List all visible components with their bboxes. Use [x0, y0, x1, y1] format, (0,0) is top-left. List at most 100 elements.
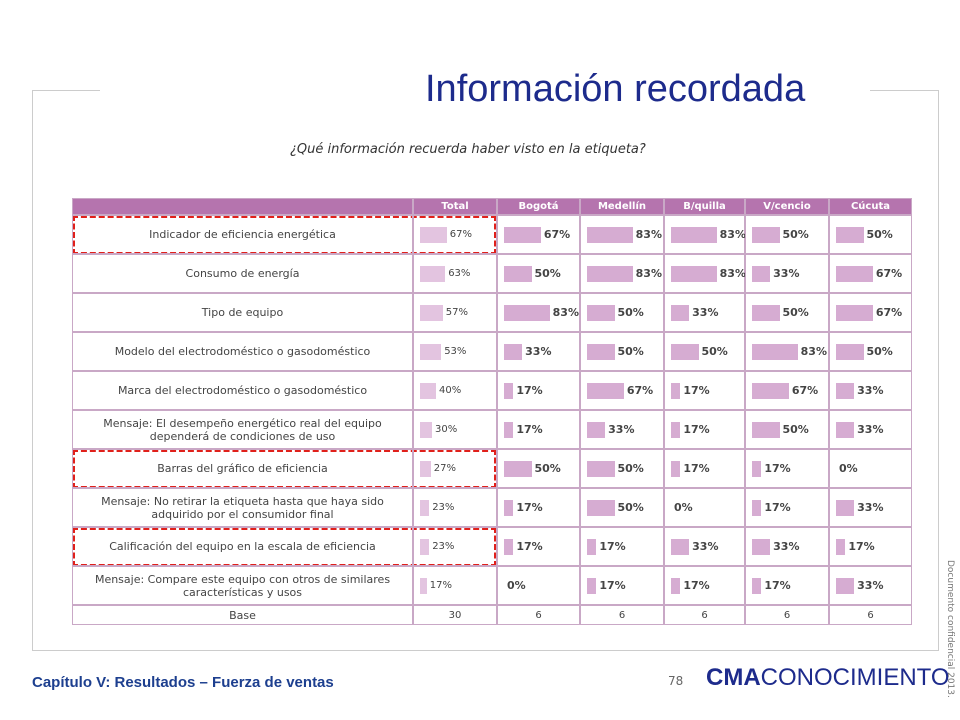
value-label: 67%	[626, 384, 654, 397]
bar	[587, 383, 624, 399]
value-cell	[745, 332, 829, 371]
bar	[671, 305, 690, 321]
value-cell	[829, 254, 912, 293]
bar	[587, 539, 597, 555]
value-cell	[580, 488, 664, 527]
bar	[587, 461, 615, 477]
bar	[836, 227, 864, 243]
value-label: 33%	[773, 540, 800, 553]
bar	[420, 344, 442, 360]
value-label: 50%	[617, 345, 644, 358]
value-label: 17%	[516, 501, 543, 514]
bar	[504, 422, 514, 438]
value-cell	[413, 215, 497, 254]
bar	[420, 578, 427, 594]
bar	[587, 305, 615, 321]
value-cell	[745, 449, 829, 488]
value-cell	[497, 566, 580, 605]
value-cell	[829, 410, 912, 449]
value-label: 83%	[719, 228, 746, 241]
value-cell	[580, 293, 664, 332]
value-cell	[413, 410, 497, 449]
bar	[587, 227, 633, 243]
bar	[836, 578, 855, 594]
bar	[587, 344, 615, 360]
frame-line	[32, 90, 33, 650]
value-cell	[580, 410, 664, 449]
value-cell	[497, 410, 580, 449]
value-cell	[829, 449, 912, 488]
value-cell	[497, 449, 580, 488]
value-cell	[829, 566, 912, 605]
column-header: Total	[413, 198, 497, 215]
value-cell	[664, 566, 745, 605]
bar	[420, 305, 443, 321]
bar	[836, 422, 855, 438]
value-cell	[497, 371, 580, 410]
value-cell	[580, 332, 664, 371]
value-label: 17%	[764, 501, 791, 514]
value-cell	[664, 254, 745, 293]
value-cell	[497, 254, 580, 293]
value-label: 0%	[674, 501, 693, 514]
value-label: 50%	[617, 306, 644, 319]
bar	[752, 383, 789, 399]
bar	[836, 383, 855, 399]
value-label: 83%	[635, 228, 662, 241]
value-label: 33%	[857, 423, 884, 436]
bar	[587, 266, 633, 282]
value-label: 17%	[683, 384, 710, 397]
frame-line	[938, 90, 939, 650]
bar	[504, 383, 514, 399]
bar	[671, 383, 681, 399]
bar	[671, 266, 717, 282]
base-cell: 6	[497, 605, 580, 625]
value-cell	[664, 215, 745, 254]
value-label: 17%	[429, 580, 453, 591]
value-cell	[664, 410, 745, 449]
value-label: 0%	[839, 462, 858, 475]
value-label: 33%	[692, 540, 719, 553]
bar	[504, 305, 550, 321]
bar	[836, 266, 873, 282]
header-cell	[72, 198, 413, 215]
value-label: 17%	[516, 540, 543, 553]
value-label: 33%	[857, 384, 884, 397]
bar	[504, 461, 532, 477]
value-label: 67%	[543, 228, 571, 241]
value-label: 50%	[534, 267, 561, 280]
value-cell	[413, 488, 497, 527]
bar	[504, 266, 532, 282]
value-cell	[829, 215, 912, 254]
logo: CMACONOCIMIENTO	[706, 664, 950, 692]
chapter: Capítulo V: Resultados – Fuerza de venta…	[32, 674, 334, 691]
value-cell	[745, 527, 829, 566]
value-cell	[580, 527, 664, 566]
value-label: 83%	[719, 267, 746, 280]
value-cell	[745, 488, 829, 527]
value-cell	[580, 371, 664, 410]
value-label: 63%	[448, 268, 471, 279]
value-cell	[664, 293, 745, 332]
value-label: 17%	[848, 540, 875, 553]
bar	[671, 344, 699, 360]
value-cell	[745, 371, 829, 410]
column-header: V/cencio	[745, 198, 829, 215]
value-label: 53%	[444, 346, 467, 357]
value-label: 33%	[525, 345, 552, 358]
bar	[752, 422, 780, 438]
value-cell	[580, 215, 664, 254]
base-cell: 6	[745, 605, 829, 625]
value-cell	[413, 371, 497, 410]
value-label: 57%	[445, 307, 469, 318]
bar	[587, 578, 597, 594]
value-label: 17%	[764, 579, 791, 592]
value-cell	[829, 488, 912, 527]
value-label: 67%	[875, 267, 903, 280]
value-label: 50%	[701, 345, 728, 358]
value-label: 27%	[433, 463, 457, 474]
bar	[504, 500, 514, 516]
value-label: 17%	[599, 579, 626, 592]
bar	[752, 266, 771, 282]
